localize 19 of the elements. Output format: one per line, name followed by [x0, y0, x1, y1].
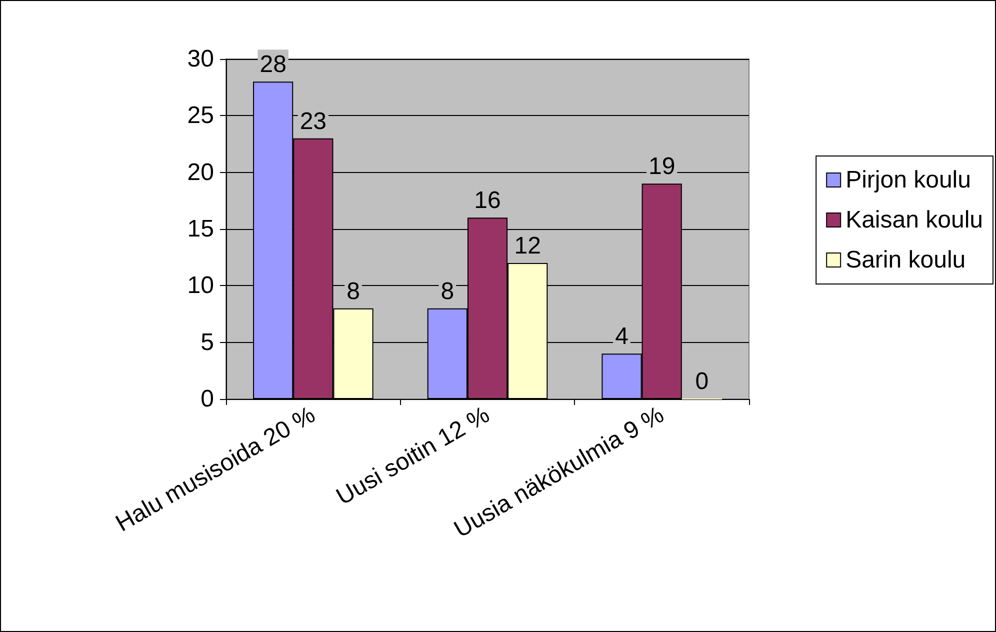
- data-label: 0: [695, 368, 709, 395]
- y-tick-label: 0: [200, 386, 214, 412]
- data-label: 19: [648, 153, 676, 180]
- legend-label: Kaisan koulu: [846, 206, 984, 234]
- data-label: 8: [346, 278, 360, 305]
- y-tick-label: 30: [187, 46, 214, 72]
- y-tick-label: 25: [187, 102, 214, 130]
- y-tick-label: 5: [200, 328, 214, 356]
- data-label: 4: [615, 323, 628, 350]
- data-label: 12: [514, 232, 541, 260]
- y-tick-label: 20: [187, 158, 214, 186]
- data-label: 16: [474, 187, 501, 214]
- y-tick-label: 10: [187, 272, 214, 300]
- y-tick-label: 15: [187, 216, 214, 242]
- data-label: 28: [260, 51, 286, 78]
- data-label: 8: [440, 278, 454, 305]
- data-label: 23: [300, 108, 327, 135]
- legend-label: Sarin koulu: [846, 246, 966, 274]
- legend-label: Pirjon koulu: [846, 166, 971, 194]
